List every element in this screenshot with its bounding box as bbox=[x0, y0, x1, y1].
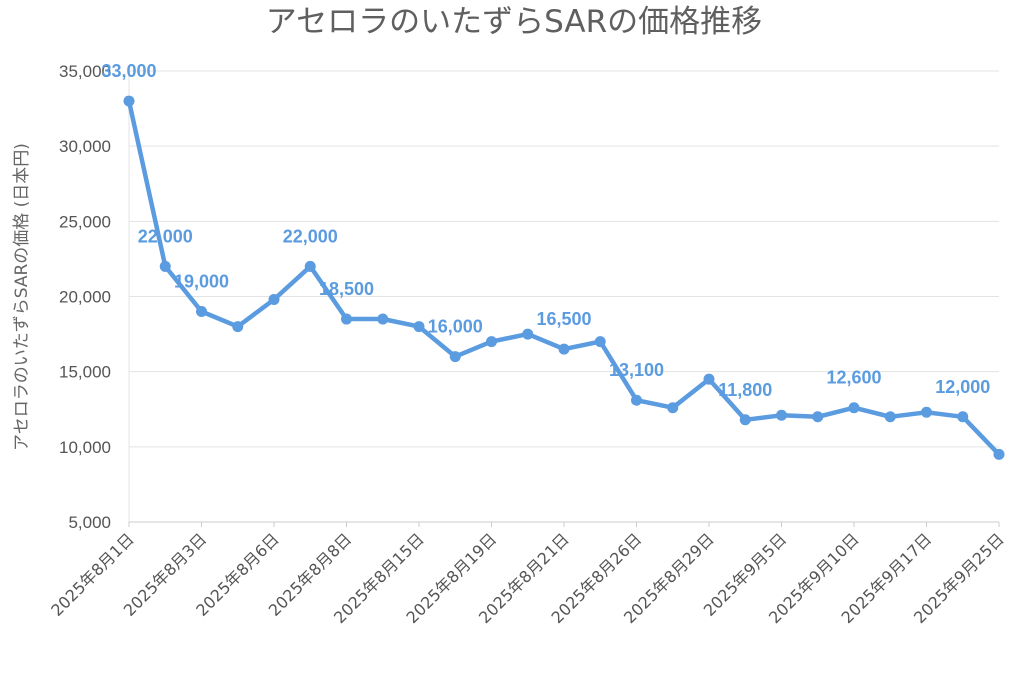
data-point bbox=[703, 373, 715, 385]
data-point bbox=[957, 411, 969, 423]
data-label: 22,000 bbox=[138, 226, 193, 246]
data-point bbox=[341, 313, 352, 325]
data-point bbox=[667, 402, 679, 414]
y-tick-label: 30,000 bbox=[59, 137, 111, 156]
y-tick-label: 10,000 bbox=[59, 438, 111, 457]
y-axis-label: アセロラのいたずらSARの価格 (日本円) bbox=[12, 143, 32, 451]
data-points bbox=[123, 95, 1005, 460]
data-label: 19,000 bbox=[174, 272, 229, 292]
data-label: 12,000 bbox=[935, 377, 990, 397]
data-label: 12,600 bbox=[826, 368, 881, 388]
data-point bbox=[304, 260, 316, 272]
y-tick-label: 20,000 bbox=[59, 288, 111, 307]
gridlines bbox=[128, 70, 999, 523]
data-point bbox=[848, 402, 860, 414]
series-line bbox=[126, 98, 1002, 457]
data-point bbox=[921, 406, 932, 418]
data-label: 13,100 bbox=[609, 360, 664, 380]
x-axis-ticks: 2025年8月1日2025年8月3日2025年8月6日2025年8月8日2025… bbox=[47, 522, 1008, 627]
data-labels: 33,000 22,000 19,000 22,000 18,500 16,000 16,5… bbox=[101, 61, 990, 400]
data-label: 18,500 bbox=[319, 279, 374, 299]
series-line-layer bbox=[126, 98, 1002, 457]
data-point bbox=[631, 394, 642, 406]
data-point bbox=[812, 411, 824, 423]
data-point bbox=[776, 409, 787, 421]
data-point bbox=[993, 448, 1005, 460]
data-point bbox=[884, 411, 896, 423]
data-point bbox=[196, 306, 207, 318]
data-label: 22,000 bbox=[283, 226, 338, 246]
y-tick-label: 25,000 bbox=[59, 212, 111, 231]
data-label: 16,500 bbox=[536, 309, 591, 329]
data-point bbox=[739, 414, 751, 426]
chart-title: アセロラのいたずらSARの価格推移 bbox=[266, 4, 762, 40]
data-label: 33,000 bbox=[101, 61, 156, 81]
data-label: 16,000 bbox=[428, 317, 483, 337]
data-point bbox=[594, 336, 606, 348]
data-label: 11,800 bbox=[718, 380, 772, 400]
data-point bbox=[558, 343, 570, 355]
data-point bbox=[486, 336, 497, 348]
data-point bbox=[268, 294, 280, 306]
data-point bbox=[449, 351, 461, 363]
y-tick-label: 35,000 bbox=[59, 62, 111, 81]
y-tick-label: 5,000 bbox=[68, 513, 111, 532]
data-point bbox=[377, 313, 389, 325]
data-point bbox=[232, 321, 244, 333]
data-point bbox=[123, 95, 135, 107]
data-point bbox=[413, 321, 425, 333]
y-axis-ticks: 5,000 10,000 15,000 20,000 25,000 30,000 35,00… bbox=[59, 62, 111, 532]
data-point bbox=[159, 260, 171, 272]
data-point bbox=[522, 328, 534, 340]
y-tick-label: 15,000 bbox=[59, 363, 111, 382]
